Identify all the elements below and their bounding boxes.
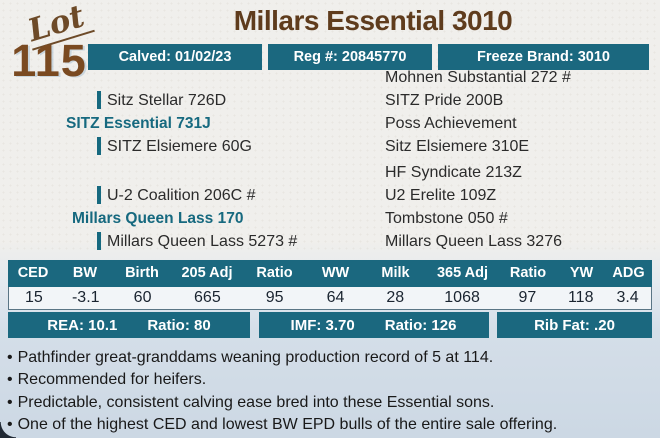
epd-column-header: Ratio: [509, 265, 547, 281]
notes-section: • Pathfinder great-granddams weaning prod…: [7, 347, 655, 437]
epd-column-header: ADG: [612, 265, 645, 281]
rea-stat: REA: 10.1: [47, 316, 118, 334]
note-line: • Recommended for heifers.: [7, 369, 655, 391]
note-line: • Predictable, consistent calving ease br…: [7, 392, 655, 414]
bullet-icon: •: [7, 371, 13, 389]
dam-ancestor: Tombstone 050 #: [385, 210, 508, 227]
epd-value: 665: [194, 289, 221, 306]
note-text: Recommended for heifers.: [17, 371, 207, 389]
pedigree-bar-icon: [97, 232, 101, 250]
calved-badge: Calved: 01/02/23: [88, 44, 262, 70]
dam-ancestor: HF Syndicate 213Z: [385, 164, 522, 181]
note-line: •One of the highest CED and lowest BW EP…: [7, 414, 655, 436]
note-text: Predictable, consistent calving ease bre…: [17, 393, 495, 411]
dam-ancestor: Millars Queen Lass 3276: [385, 233, 562, 250]
epd-value: 28: [386, 289, 405, 306]
dam-sire-name: U-2 Coalition 206C #: [107, 187, 256, 204]
epd-value: -3.1: [71, 289, 100, 306]
sire-ancestor: Sitz Elsiemere 310E: [385, 138, 530, 155]
epd-value: 60: [133, 289, 152, 306]
epd-value: 64: [326, 289, 345, 306]
sire-name: SITZ Essential 731J: [66, 115, 211, 132]
note-line: • Pathfinder great-granddams weaning prod…: [7, 347, 655, 369]
epd-column-header: Birth: [125, 265, 159, 281]
bullet-icon: •: [7, 349, 13, 366]
sire-ancestor: Poss Achievement: [385, 115, 517, 132]
sire-ancestor: Mohnen Substantial 272 #: [385, 69, 571, 86]
dam-dam: Millars Queen Lass 5273 #: [97, 232, 297, 251]
note-text: One of the highest CED and lowest BW EPD…: [17, 416, 558, 434]
epd-column-header: BW: [72, 265, 98, 281]
epd-value: 3.4: [616, 289, 639, 306]
pedigree-bar-icon: [97, 91, 101, 109]
pedigree-bar-icon: [97, 137, 101, 155]
dam-sire: U-2 Coalition 206C #: [97, 186, 256, 205]
rib-fat-stat-segment: Rib Fat: .20: [497, 312, 652, 338]
epd-column-header: Milk: [381, 265, 410, 281]
carcass-stats-bar: REA: 10.1 Ratio: 80 IMF: 3.70 Ratio: 126…: [8, 312, 652, 338]
sire-sire: Sitz Stellar 726D: [97, 91, 226, 110]
note-text: Pathfinder great-granddams weaning produ…: [17, 349, 494, 366]
epd-column-header: 205 Adj: [181, 265, 233, 281]
freeze-brand-badge: Freeze Brand: 3010: [438, 44, 649, 70]
imf-stat-segment: IMF: 3.70 Ratio: 126: [258, 312, 489, 338]
info-badges: Calved: 01/02/23 Reg #: 20845770 Freeze …: [88, 44, 649, 70]
pedigree-bar-icon: [97, 186, 101, 204]
page-title: Millars Essential 3010: [233, 5, 513, 36]
dam-name: Millars Queen Lass 170: [72, 210, 244, 227]
sire-dam: SITZ Elsiemere 60G: [97, 137, 252, 156]
epd-value: 1068: [444, 289, 480, 306]
sire-dam-name: SITZ Elsiemere 60G: [107, 138, 252, 155]
page-corner-shadow: [0, 422, 16, 438]
registration-badge: Reg #: 20845770: [268, 44, 432, 70]
dam-dam-name: Millars Queen Lass 5273 #: [107, 233, 298, 250]
dam-pedigree-group: HF Syndicate 213Z U2 Erelite 109Z Tombst…: [0, 163, 660, 255]
epd-column-header: WW: [321, 265, 350, 281]
rea-ratio-stat: Ratio: 80: [147, 316, 211, 334]
sire-sire-name: Sitz Stellar 726D: [107, 92, 227, 109]
epd-table: CED BW Birth 205 Adj Ratio WW Milk 365 A…: [8, 260, 652, 310]
epd-value: 15: [25, 289, 43, 306]
rea-stat-segment: REA: 10.1 Ratio: 80: [8, 312, 250, 338]
sire-pedigree-group: Mohnen Substantial 272 # SITZ Pride 200B…: [0, 68, 660, 160]
epd-column-header: YW: [569, 265, 594, 281]
epd-column-header: 365 Adj: [436, 265, 489, 281]
epd-column-header: CED: [17, 265, 49, 281]
imf-ratio-stat: Ratio: 126: [384, 316, 457, 334]
epd-column-header: Ratio: [256, 265, 293, 281]
lot-number: 115: [11, 35, 87, 86]
sire-ancestor: SITZ Pride 200B: [385, 92, 504, 109]
epd-value: 118: [567, 289, 594, 306]
dam-ancestor: U2 Erelite 109Z: [385, 187, 497, 204]
epd-table-header: CED BW Birth 205 Adj Ratio WW Milk 365 A…: [8, 260, 652, 287]
bullet-icon: •: [7, 393, 13, 411]
imf-stat: IMF: 3.70: [290, 316, 355, 334]
epd-value: 95: [265, 289, 284, 306]
rib-fat-stat: Rib Fat: .20: [534, 316, 615, 334]
epd-table-row: 15 -3.1 60 665 95 64 28 1068 97 118 3.4: [8, 287, 652, 310]
epd-value: 97: [518, 289, 537, 306]
